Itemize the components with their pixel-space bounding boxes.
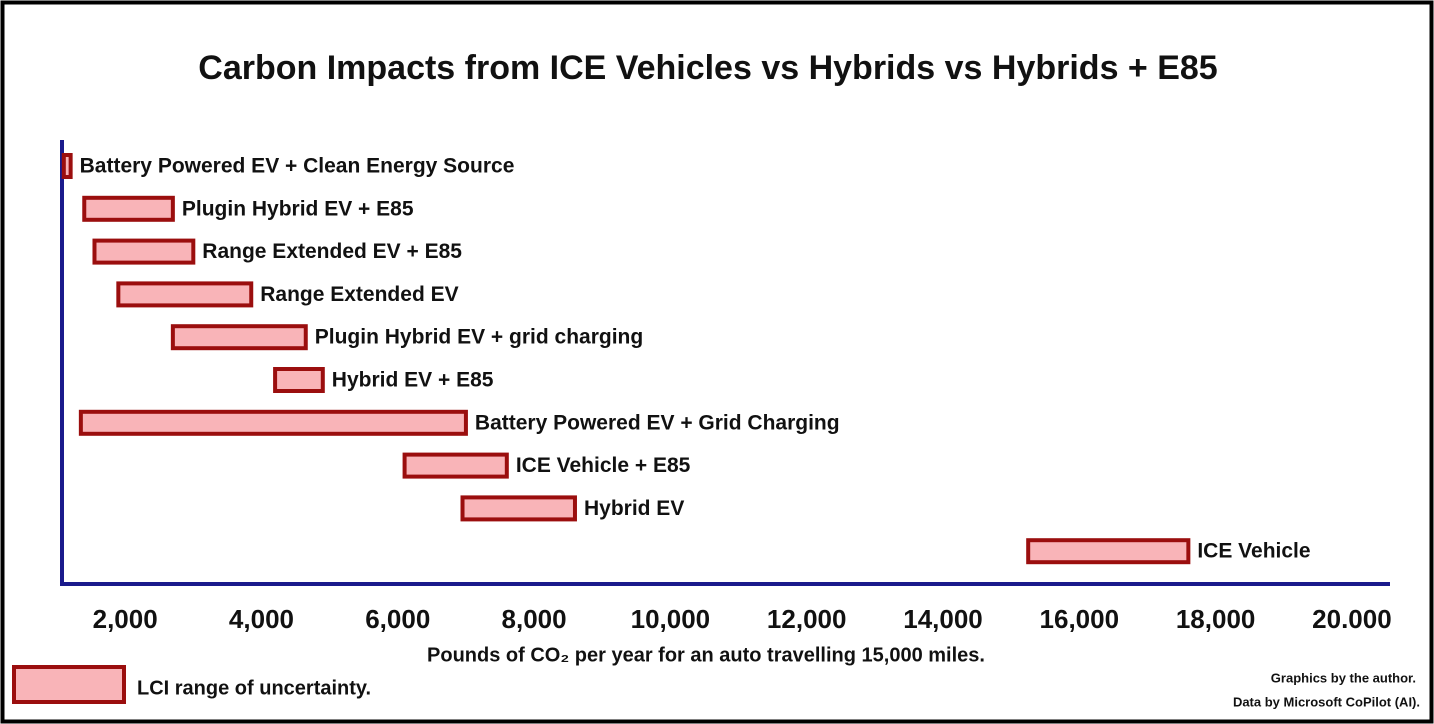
range-bar xyxy=(402,452,509,479)
x-tick-label: 18,000 xyxy=(1176,604,1256,634)
bar-label: ICE Vehicle + E85 xyxy=(516,454,691,477)
x-tick-label: 14,000 xyxy=(903,604,983,634)
range-bar xyxy=(78,409,468,436)
x-tick-label: 16,000 xyxy=(1040,604,1120,634)
note: Graphics by the author. xyxy=(1271,670,1416,685)
x-tick-label: 12,000 xyxy=(767,604,847,634)
range-bar xyxy=(1026,538,1191,565)
note: Data by Microsoft CoPilot (AI). xyxy=(1233,694,1420,709)
x-tick-label: 10,000 xyxy=(631,604,711,634)
x-tick-label: 6,000 xyxy=(365,604,430,634)
range-bar xyxy=(170,324,308,351)
range-bar xyxy=(116,281,254,308)
range-bar xyxy=(92,238,196,265)
range-bar xyxy=(273,367,325,393)
x-tick-label: 2,000 xyxy=(93,604,158,634)
chart-title: Carbon Impacts from ICE Vehicles vs Hybr… xyxy=(198,49,1217,87)
bar-label: Range Extended EV + E85 xyxy=(202,240,462,263)
x-tick-label: 20.000 xyxy=(1312,604,1392,634)
x-axis-label: Pounds of CO₂ per year for an auto trave… xyxy=(427,644,985,666)
bar-label: Range Extended EV xyxy=(260,283,458,306)
bar-label: Battery Powered EV + Grid Charging xyxy=(475,411,840,434)
bar-label: ICE Vehicle xyxy=(1197,540,1310,563)
x-tick-label: 4,000 xyxy=(229,604,294,634)
legend-swatch xyxy=(12,665,126,704)
legend-label: LCI range of uncertainty. xyxy=(137,677,371,699)
range-bar xyxy=(460,495,577,522)
bar-label: Hybrid EV + E85 xyxy=(332,369,494,392)
bar-label: Hybrid EV xyxy=(584,497,684,520)
range-bar xyxy=(61,153,73,179)
bar-label: Plugin Hybrid EV + grid charging xyxy=(315,326,643,349)
bar-label: Plugin Hybrid EV + E85 xyxy=(182,197,414,220)
x-tick-label: 8,000 xyxy=(502,604,567,634)
bar-label: Battery Powered EV + Clean Energy Source xyxy=(80,155,515,178)
range-bar xyxy=(82,195,175,222)
